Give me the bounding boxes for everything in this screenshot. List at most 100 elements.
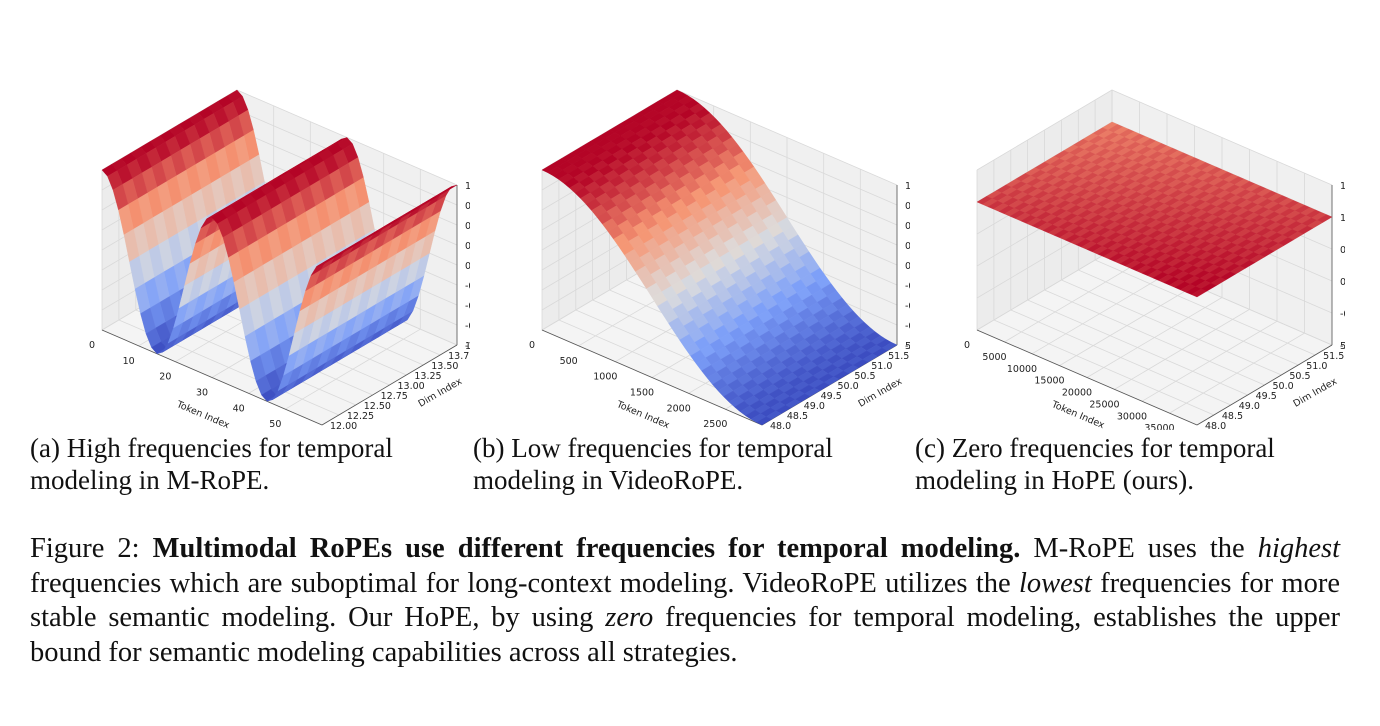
x-tick-label: 5000	[982, 352, 1006, 363]
x-tick-label: 10000	[1007, 364, 1037, 375]
y-tick-label: 12.75	[381, 391, 408, 402]
hope-surface-chart: 0500010000150002000025000300003500040000…	[964, 89, 1345, 430]
x-tick-label: 2500	[703, 419, 727, 430]
z-tick-label: 1.5	[1340, 181, 1345, 192]
x-tick-label: 15000	[1034, 376, 1064, 387]
z-tick-label: -1.00	[905, 341, 910, 352]
x-tick-label: 2000	[667, 403, 691, 414]
surface	[541, 89, 898, 426]
x-axis-line	[101, 329, 323, 426]
z-tick-label: -1.0	[1340, 341, 1345, 352]
subcaption-c: (c) Zero frequencies for temporal modeli…	[915, 433, 1275, 495]
x-axis-line	[541, 329, 763, 426]
x-axis-line	[976, 329, 1198, 426]
x-tick-label: 500	[560, 356, 578, 367]
figure-title: Multimodal RoPEs use different frequenci…	[152, 533, 1021, 564]
caption-text: frequencies for more stable semantic mod…	[30, 567, 1340, 634]
x-tick-label: 30000	[1117, 411, 1147, 422]
z-tick-label: 0.50	[905, 221, 910, 232]
x-tick-label: 35000	[1144, 423, 1174, 430]
x-axis-label: Token Index	[614, 399, 671, 430]
surface	[976, 121, 1333, 298]
z-tick-label: 0.50	[465, 221, 470, 232]
caption-emphasis: lowest	[1018, 567, 1092, 599]
z-tick-label: 0.75	[465, 201, 470, 212]
panel-c-hope-surface: 0500010000150002000025000300003500040000…	[905, 30, 1345, 430]
caption-emphasis: zero	[605, 602, 654, 633]
y-tick-label: 13.50	[431, 361, 458, 372]
z-tick-label: -1.00	[465, 341, 470, 352]
y-tick-label: 14.00	[465, 341, 470, 352]
y-tick-label: 49.0	[1239, 401, 1260, 412]
y-tick-label: 51.0	[1306, 361, 1327, 372]
z-tick-label: 0.0	[1340, 277, 1345, 288]
x-tick-label: 40	[233, 403, 245, 414]
y-tick-label: 12.00	[330, 421, 357, 430]
z-tick-label: -0.75	[465, 321, 470, 332]
x-tick-label: 10	[123, 356, 135, 367]
y-tick-label: 51.5	[1323, 351, 1344, 362]
y-tick-label: 48.0	[1205, 421, 1226, 430]
figure-caption: Figure 2: Multimodal RoPEs use different…	[30, 532, 1340, 670]
z-tick-label: 0.5	[1340, 245, 1345, 256]
x-tick-label: 20000	[1062, 388, 1092, 399]
y-tick-label: 12.25	[347, 411, 374, 422]
y-tick-label: 49.5	[1256, 391, 1277, 402]
z-tick-label: 0.00	[465, 261, 470, 272]
z-tick-label: 1.0	[1340, 213, 1345, 224]
y-axis-line	[321, 344, 458, 426]
x-axis-label: Token Index	[174, 399, 231, 430]
subcaption-b: (b) Low frequencies for temporal modelin…	[473, 433, 833, 495]
x-tick-label: 25000	[1089, 399, 1119, 410]
x-tick-label: 1000	[593, 372, 617, 383]
panel-a-mrope-surface: 010203040506012.0012.2512.5012.7513.0013…	[30, 30, 470, 430]
x-tick-label: 20	[159, 372, 171, 383]
y-tick-label: 51.0	[871, 361, 892, 372]
tick-labels: 010203040506012.0012.2512.5012.7513.0013…	[89, 181, 470, 430]
y-tick-label: 13.75	[448, 351, 470, 362]
z-tick-label: 1.00	[905, 181, 910, 192]
y-tick-label: 13.25	[414, 371, 441, 382]
x-tick-label: 1500	[630, 388, 654, 399]
surface-patch	[756, 416, 773, 426]
y-tick-label: 48.0	[770, 421, 791, 430]
subcaption-a: (a) High frequencies for temporal modeli…	[30, 433, 393, 495]
z-tick-label: 0.25	[905, 241, 910, 252]
z-tick-label: 0.25	[465, 241, 470, 252]
surface-patch	[1191, 288, 1208, 298]
z-tick-label: -0.75	[905, 321, 910, 332]
y-tick-label: 48.5	[787, 411, 808, 422]
y-axis-line	[1196, 344, 1333, 426]
y-tick-label: 49.5	[821, 391, 842, 402]
caption-text: frequencies which are suboptimal for lon…	[30, 567, 1019, 599]
figure-label: Figure 2:	[30, 533, 140, 564]
z-tick-label: 0.00	[905, 261, 910, 272]
z-tick-label: 0.75	[905, 201, 910, 212]
tick-labels: 0500010000150002000025000300003500040000…	[964, 181, 1345, 430]
z-tick-label: -0.25	[905, 281, 910, 292]
surface-patch	[316, 259, 332, 267]
surface	[101, 89, 458, 402]
figure-caption-body: M-RoPE uses the highest frequencies whic…	[30, 533, 1340, 668]
caption-text: M-RoPE uses the	[1020, 533, 1258, 564]
y-tick-label: 50.5	[1289, 371, 1310, 382]
mrope-surface-chart: 010203040506012.0012.2512.5012.7513.0013…	[89, 89, 470, 430]
y-tick-label: 50.0	[1273, 381, 1294, 392]
videorope-surface-chart: 05001000150020002500300048.048.549.049.5…	[529, 89, 910, 430]
x-tick-label: 50	[269, 419, 281, 430]
y-tick-label: 49.0	[804, 401, 825, 412]
panel-b-videorope-surface: 05001000150020002500300048.048.549.049.5…	[470, 30, 910, 430]
z-tick-label: -0.50	[905, 301, 910, 312]
gridline-z	[976, 89, 1333, 186]
tick-labels: 05001000150020002500300048.048.549.049.5…	[529, 181, 910, 430]
caption-emphasis: highest	[1257, 533, 1341, 564]
y-tick-label: 13.00	[398, 381, 425, 392]
y-tick-label: 50.0	[838, 381, 859, 392]
y-tick-label: 52.0	[1340, 341, 1345, 352]
x-tick-label: 0	[89, 340, 95, 351]
caption-text: frequencies for temporal modeling, estab…	[30, 602, 1340, 668]
z-tick-label: -0.25	[465, 281, 470, 292]
z-tick-label: -0.5	[1340, 309, 1345, 320]
y-tick-label: 50.5	[854, 371, 875, 382]
y-tick-label: 51.5	[888, 351, 909, 362]
